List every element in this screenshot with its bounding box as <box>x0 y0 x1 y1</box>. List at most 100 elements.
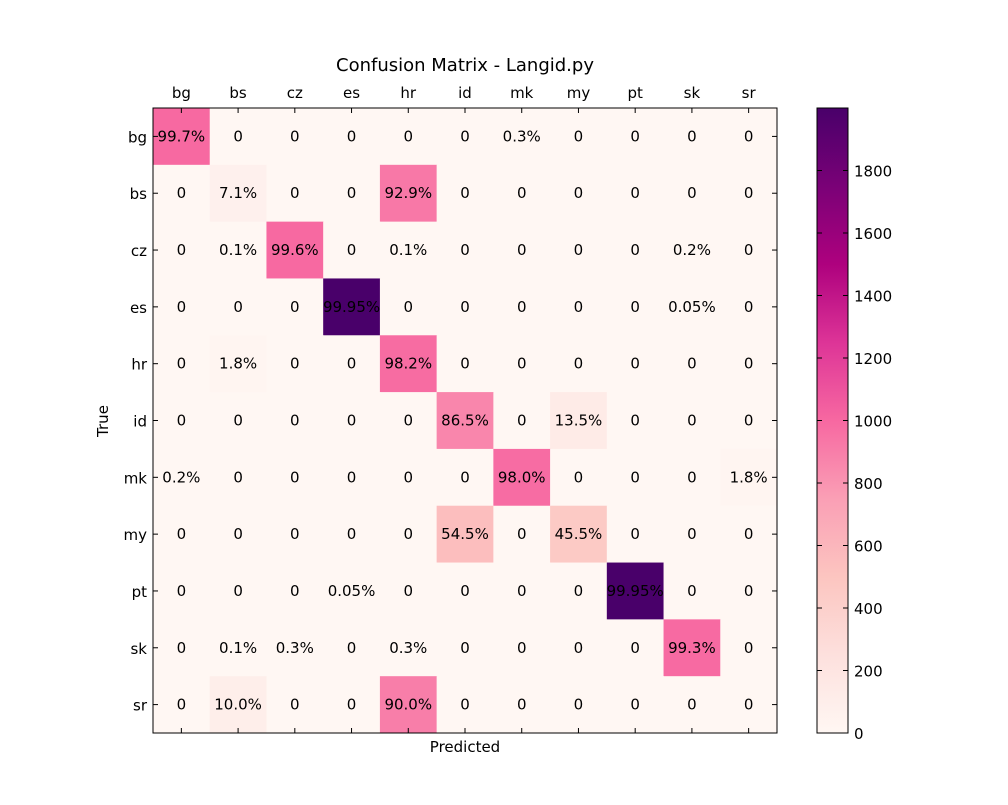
heatmap-cell <box>379 221 438 279</box>
heatmap-cell <box>550 108 608 166</box>
y-tick-label: my <box>124 526 148 544</box>
heatmap-cell-label: 0 <box>290 412 300 430</box>
heatmap-cell <box>436 164 494 223</box>
heatmap-cell <box>493 676 551 734</box>
heatmap-cell <box>550 505 608 564</box>
heatmap-cell <box>663 505 721 564</box>
y-axis-label: True <box>94 405 112 438</box>
colorbar-tick-label: 1200 <box>854 350 892 368</box>
heatmap-cell <box>379 392 438 450</box>
y-tick-label: id <box>133 413 147 431</box>
heatmap-cell-label: 1.8% <box>219 355 257 373</box>
heatmap-cell-label: 54.5% <box>441 525 489 543</box>
heatmap-cell <box>436 392 494 450</box>
heatmap-cell-label: 0.3% <box>503 127 541 145</box>
axis-ticks <box>153 108 777 733</box>
heatmap-cell <box>493 221 551 279</box>
heatmap-cell <box>209 619 267 677</box>
heatmap-cell <box>266 505 324 564</box>
heatmap-cell-label: 0 <box>574 639 584 657</box>
heatmap-cell-label: 0 <box>687 582 697 600</box>
heatmap-cell-label: 0 <box>177 639 187 657</box>
heatmap-cell-label: 0 <box>347 639 357 657</box>
heatmap-cell <box>493 392 551 450</box>
heatmap-cell-label: 0 <box>630 412 640 430</box>
x-tick-label: mk <box>510 84 534 102</box>
heatmap-cell-label: 0 <box>403 412 413 430</box>
x-tick-labels: bg bs cz es hr id mk my pt sk sr <box>172 84 757 102</box>
heatmap-cell <box>323 392 381 450</box>
heatmap-cell <box>606 335 665 393</box>
heatmap-cell-label: 0 <box>574 355 584 373</box>
heatmap-cell-label: 92.9% <box>384 184 432 202</box>
heatmap-cell-label: 0 <box>177 582 187 600</box>
heatmap-cell <box>379 619 438 677</box>
heatmap-cell <box>663 448 721 507</box>
heatmap-cell-label: 0 <box>403 468 413 486</box>
heatmap-cell <box>436 108 494 166</box>
heatmap-cell <box>663 335 721 393</box>
heatmap-cell-label: 0 <box>574 184 584 202</box>
heatmap-cell <box>209 448 267 507</box>
colorbar-tick-label: 1600 <box>854 225 892 243</box>
heatmap-cell <box>550 221 608 279</box>
x-tick-label: bg <box>172 84 191 102</box>
heatmap-cell-label: 0.05% <box>668 298 716 316</box>
heatmap-cell <box>153 108 211 166</box>
heatmap-cell-label: 0 <box>630 468 640 486</box>
heatmap-cell-label: 0 <box>460 241 470 259</box>
heatmap-cell <box>153 619 211 677</box>
heatmap-cell-label: 0 <box>630 241 640 259</box>
heatmap-cell <box>436 221 494 279</box>
heatmap-cell <box>209 676 267 734</box>
heatmap-cell-label: 0 <box>403 127 413 145</box>
heatmap-cell-label: 0 <box>347 468 357 486</box>
heatmap-cell <box>379 676 438 734</box>
heatmap-cell-label: 0 <box>290 127 300 145</box>
heatmap-cell <box>720 505 778 564</box>
x-tick-label: bs <box>229 84 247 102</box>
heatmap-cell-label: 7.1% <box>219 184 257 202</box>
heatmap-cell <box>153 278 211 336</box>
heatmap-cell-label: 0 <box>347 696 357 714</box>
heatmap-cell <box>550 562 608 620</box>
heatmap-cell-label: 0 <box>347 525 357 543</box>
heatmap-cell-label: 0.1% <box>219 241 257 259</box>
heatmap-cell <box>493 164 551 223</box>
heatmap-cell <box>379 505 438 564</box>
heatmap-cell-label: 0 <box>460 298 470 316</box>
heatmap-cell-label: 0 <box>347 241 357 259</box>
x-tick-label: es <box>343 84 360 102</box>
heatmap-cell <box>209 505 267 564</box>
heatmap-cell <box>663 392 721 450</box>
heatmap-cell-label: 13.5% <box>555 412 603 430</box>
heatmap-cell <box>379 164 438 223</box>
heatmap-cell <box>266 392 324 450</box>
heatmap-cell-label: 0 <box>517 184 527 202</box>
heatmap-cell <box>663 108 721 166</box>
heatmap-cell-label: 0 <box>233 127 243 145</box>
heatmap-cell-label: 0 <box>290 468 300 486</box>
heatmap-cell-label: 0 <box>347 412 357 430</box>
y-tick-label: cz <box>131 242 147 260</box>
heatmap-cell <box>153 335 211 393</box>
heatmap-cell-label: 0 <box>290 298 300 316</box>
heatmap-cell <box>323 505 381 564</box>
heatmap-cell-label: 99.3% <box>668 639 716 657</box>
y-tick-label: sk <box>130 640 147 658</box>
chart-title: Confusion Matrix - Langid.py <box>336 55 594 76</box>
heatmap-cell-label: 0 <box>517 525 527 543</box>
heatmap-cell-label: 0 <box>630 696 640 714</box>
x-tick-label: sk <box>684 84 701 102</box>
heatmap-cell-label: 0 <box>574 468 584 486</box>
heatmap-cell-label: 0 <box>574 127 584 145</box>
heatmap-cell-label: 0 <box>403 298 413 316</box>
heatmap-cell <box>606 619 665 677</box>
heatmap-cell <box>323 562 381 620</box>
heatmap-cell <box>266 278 324 336</box>
heatmap-cell <box>663 278 721 336</box>
y-tick-label: es <box>130 299 147 317</box>
heatmap-cell-label: 0 <box>630 184 640 202</box>
heatmap-cell <box>153 448 211 507</box>
heatmap-cell <box>606 562 665 620</box>
